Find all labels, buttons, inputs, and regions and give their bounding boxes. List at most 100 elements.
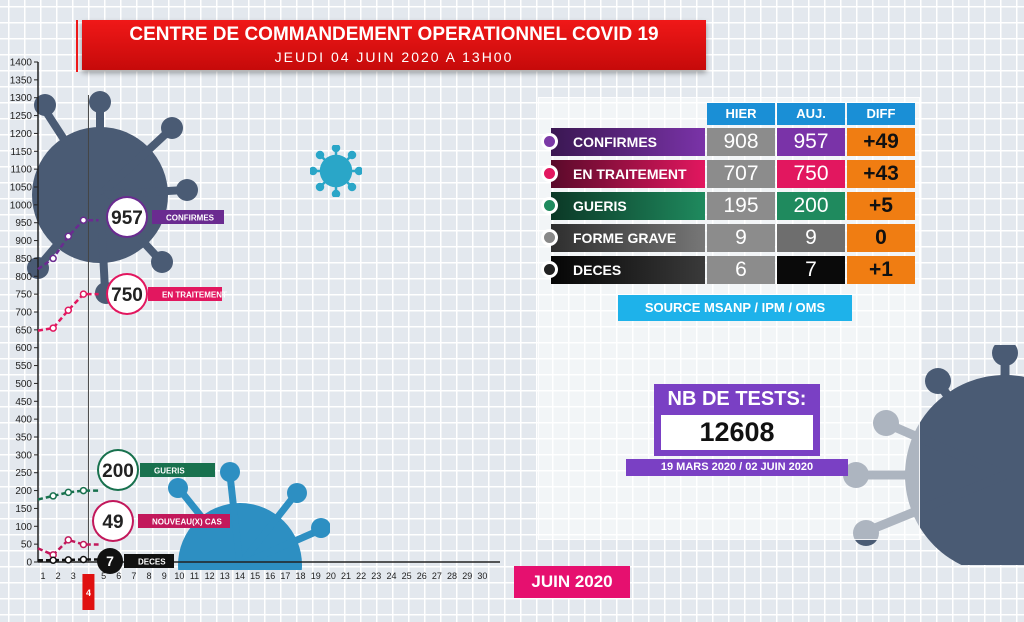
cell-hier-forme-grave: 9 xyxy=(707,224,775,252)
source-label: SOURCE MSANP / IPM / OMS xyxy=(618,295,852,321)
series-point xyxy=(49,556,57,564)
y-axis: 0 50 100 150 200 250 300 350 400 450 500 550 600 650 7… xyxy=(10,58,39,569)
series-labels: CONFIRMES 957 EN TRAITEMENT 750 GUERIS 200 NOU… xyxy=(92,196,230,574)
cell-diff-en-traitement: +43 xyxy=(847,160,915,188)
title-banner: CENTRE DE COMMANDEMENT OPERATIONNEL COVI… xyxy=(82,20,706,70)
x-tick-label: 22 xyxy=(356,571,366,581)
row-label-confirmes: CONFIRMES xyxy=(551,128,705,156)
y-tick-label: 50 xyxy=(21,540,33,551)
x-tick-label: 16 xyxy=(265,571,275,581)
x-tick-label: 25 xyxy=(402,571,412,581)
series-label-tag xyxy=(140,463,215,477)
y-tick-label: 1050 xyxy=(10,183,33,194)
series-line-4 xyxy=(38,558,99,562)
row-label-forme-grave: FORME GRAVE xyxy=(551,224,705,252)
x-tick-label: 29 xyxy=(462,571,472,581)
series-line-1 xyxy=(37,292,99,332)
title-connector-line xyxy=(76,20,78,72)
series-label-tag xyxy=(148,287,222,301)
x-tick-label: 18 xyxy=(296,571,306,581)
series-label-tag xyxy=(124,554,174,568)
series-point xyxy=(79,486,88,495)
y-tick-label: 1300 xyxy=(10,93,33,104)
x-tick-label: 14 xyxy=(235,571,245,581)
virus-illustration-small xyxy=(310,145,362,197)
x-tick-label: 3 xyxy=(71,571,76,581)
y-tick-label: 350 xyxy=(15,433,32,444)
y-tick-label: 600 xyxy=(15,343,32,354)
series-point xyxy=(64,536,73,544)
series-point xyxy=(64,488,73,497)
y-tick-label: 1200 xyxy=(10,129,33,140)
series-label-text: DECES xyxy=(138,558,166,567)
row-label-deces: DECES xyxy=(551,256,705,284)
x-tick-label: 27 xyxy=(432,571,442,581)
x-tick-label: 19 xyxy=(311,571,321,581)
series-label-tag xyxy=(152,210,224,224)
x-tick-label: 30 xyxy=(477,571,487,581)
series-bubble-value: 7 xyxy=(106,553,114,569)
cell-hier-en-traitement: 707 xyxy=(707,160,775,188)
y-tick-label: 400 xyxy=(15,415,32,426)
series-group xyxy=(37,216,99,564)
x-tick-label: 10 xyxy=(174,571,184,581)
series-point xyxy=(49,492,57,500)
series-point xyxy=(49,254,57,263)
column-header-diff: DIFF xyxy=(847,103,915,125)
cell-auj-en-traitement: 750 xyxy=(777,160,845,188)
tests-box: NB DE TESTS: 12608 xyxy=(654,384,820,456)
y-tick-label: 550 xyxy=(15,361,32,372)
y-tick-label: 100 xyxy=(15,522,32,533)
series-bubble xyxy=(94,502,132,540)
series-point xyxy=(64,306,73,314)
series-line-3 xyxy=(37,538,99,557)
x-tick-label: 21 xyxy=(341,571,351,581)
cell-diff-deces: +1 xyxy=(847,256,915,284)
x-tick-label: 20 xyxy=(326,571,336,581)
month-label: JUIN 2020 xyxy=(514,566,630,598)
series-point xyxy=(79,540,88,549)
y-tick-label: 750 xyxy=(15,290,32,301)
cell-hier-deces: 6 xyxy=(707,256,775,284)
y-tick-label: 1100 xyxy=(10,165,32,176)
row-dot-forme-grave xyxy=(541,229,558,246)
x-tick-label: 5 xyxy=(101,571,106,581)
cell-hier-gueris: 195 xyxy=(707,192,775,220)
y-tick-label: 650 xyxy=(15,325,32,336)
series-bubble xyxy=(99,550,121,572)
series-point xyxy=(64,556,73,564)
series-line-0 xyxy=(37,218,99,271)
cell-diff-gueris: +5 xyxy=(847,192,915,220)
row-label-en-traitement: EN TRAITEMENT xyxy=(551,160,705,188)
series-line-2 xyxy=(37,489,99,501)
virus-illustration-right xyxy=(843,345,1024,565)
series-bubble-value: 49 xyxy=(102,512,123,533)
series-point xyxy=(49,324,57,332)
y-tick-label: 450 xyxy=(15,397,32,408)
x-tick-label: 1 xyxy=(40,571,45,581)
page-subtitle: JEUDI 04 JUIN 2020 A 13H00 xyxy=(274,49,514,65)
x-tick-label: 26 xyxy=(417,571,427,581)
cell-auj-forme-grave: 9 xyxy=(777,224,845,252)
tests-value: 12608 xyxy=(661,415,813,450)
column-header-hier: HIER xyxy=(707,103,775,125)
cell-diff-confirmes: +49 xyxy=(847,128,915,156)
page-title: CENTRE DE COMMANDEMENT OPERATIONNEL COVI… xyxy=(129,24,659,45)
series-point xyxy=(79,216,88,224)
y-tick-label: 950 xyxy=(15,218,32,229)
y-tick-label: 900 xyxy=(15,236,32,247)
x-tick-label: 8 xyxy=(147,571,152,581)
x-tick-label: 28 xyxy=(447,571,457,581)
x-tick-label: 2 xyxy=(56,571,61,581)
series-bubble-value: 750 xyxy=(111,285,143,306)
row-dot-deces xyxy=(541,261,558,278)
series-label-tag xyxy=(138,514,230,528)
x-tick-label: 24 xyxy=(386,571,396,581)
series-point xyxy=(79,555,88,564)
x-tick-label: 17 xyxy=(280,571,290,581)
x-tick-label: 12 xyxy=(205,571,215,581)
y-tick-label: 200 xyxy=(15,486,32,497)
x-tick-label: 13 xyxy=(220,571,230,581)
